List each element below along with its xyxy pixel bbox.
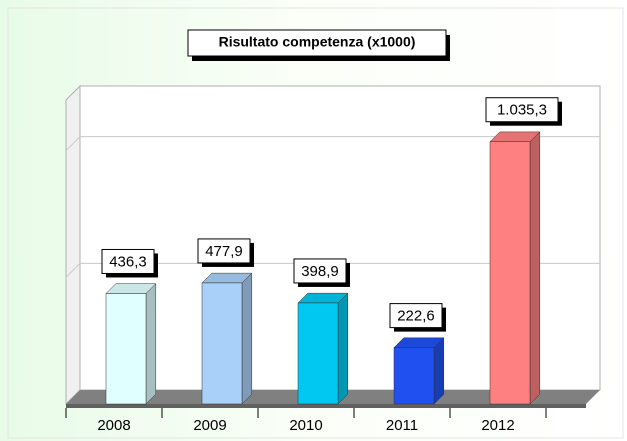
bar — [393, 347, 435, 405]
value-label: 1.035,3 — [497, 102, 547, 119]
bar-side — [529, 131, 541, 405]
title-box — [187, 29, 447, 57]
grid-line-side — [65, 262, 81, 278]
side-wall — [65, 84, 81, 406]
x-tick-label: 2012 — [481, 417, 514, 434]
x-tick-label: 2008 — [97, 417, 130, 434]
x-tick-label: 2010 — [289, 417, 322, 434]
value-label-box — [197, 238, 251, 264]
x-tick-label: 2011 — [386, 417, 418, 434]
value-label-box — [485, 97, 559, 123]
frame — [7, 7, 624, 439]
bar — [489, 141, 531, 405]
x-tick-label: 2009 — [193, 417, 226, 434]
value-label-box — [389, 303, 443, 329]
value-label: 398,9 — [301, 263, 339, 280]
bar-side — [241, 272, 253, 405]
bar-side — [337, 292, 349, 405]
bar-side — [433, 337, 445, 405]
bar — [297, 302, 339, 405]
bar-side — [145, 283, 157, 405]
value-label-box — [101, 248, 155, 274]
grid-line-side — [65, 136, 81, 152]
value-label-box — [293, 258, 347, 284]
chart-title: Risultato competenza (x1000) — [219, 34, 416, 50]
bar — [201, 282, 243, 405]
floor-edge — [66, 404, 586, 408]
value-label: 222,6 — [397, 308, 435, 325]
value-label: 436,3 — [109, 253, 147, 270]
bar — [105, 293, 147, 405]
value-label: 477,9 — [205, 243, 243, 260]
